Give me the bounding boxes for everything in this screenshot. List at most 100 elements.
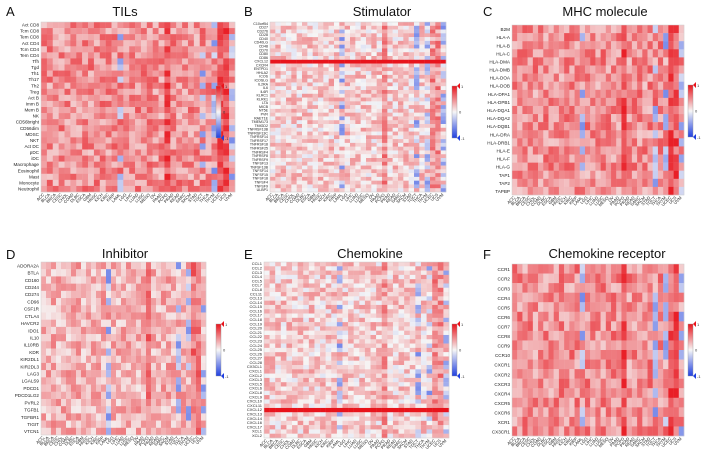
heatmap-cell bbox=[152, 40, 159, 47]
heatmap-cell bbox=[331, 279, 338, 284]
heatmap-cell bbox=[339, 150, 345, 155]
heatmap-cell bbox=[403, 176, 409, 181]
heatmap-cell bbox=[186, 391, 192, 400]
heatmap-cell bbox=[46, 167, 53, 174]
heatmap-cell bbox=[443, 274, 450, 280]
heatmap-cell bbox=[626, 89, 633, 99]
row-label: pDC bbox=[30, 150, 40, 155]
heatmap-cell bbox=[46, 40, 53, 47]
heatmap-cell bbox=[339, 116, 345, 121]
heatmap-cell bbox=[146, 377, 152, 385]
heatmap-cell bbox=[176, 137, 183, 144]
heatmap-cell bbox=[201, 283, 207, 292]
column-label: BRCA bbox=[273, 192, 285, 204]
heatmap-cell bbox=[70, 113, 77, 120]
heatmap-cell bbox=[440, 82, 447, 87]
heatmap-cell bbox=[432, 343, 438, 349]
heatmap-cell bbox=[360, 71, 367, 76]
heatmap-cell bbox=[164, 58, 171, 65]
heatmap-cell bbox=[631, 89, 638, 99]
heatmap-cell bbox=[307, 82, 313, 87]
heatmap-cell bbox=[88, 167, 95, 174]
heatmap-cell bbox=[229, 107, 236, 114]
heatmap-cell bbox=[403, 112, 409, 117]
heatmap-cell bbox=[432, 317, 438, 323]
column-label: SARC bbox=[153, 435, 165, 447]
heatmap-cell bbox=[381, 283, 388, 288]
heatmap-cell bbox=[156, 283, 162, 292]
heatmap-cell bbox=[187, 137, 195, 144]
heatmap-cell bbox=[387, 142, 393, 147]
heatmap-cell bbox=[161, 348, 167, 356]
heatmap-cell bbox=[414, 86, 420, 91]
heatmap-cell bbox=[140, 143, 148, 150]
heatmap-cell bbox=[426, 313, 433, 318]
heatmap-cell bbox=[403, 25, 409, 30]
heatmap-cell bbox=[403, 173, 409, 178]
heatmap-cell bbox=[392, 116, 399, 121]
heatmap-cell bbox=[302, 56, 308, 60]
heatmap-cell bbox=[381, 296, 388, 301]
heatmap-cell bbox=[344, 82, 351, 87]
heatmap-cell bbox=[181, 384, 187, 392]
heatmap-cell bbox=[527, 33, 534, 42]
row-label: CD86 bbox=[259, 56, 268, 60]
row-label: Neutrophil bbox=[18, 186, 39, 191]
heatmap-cell bbox=[41, 46, 48, 53]
heatmap-cell bbox=[392, 317, 399, 323]
heatmap-cell bbox=[605, 170, 612, 180]
heatmap-cell bbox=[430, 112, 436, 117]
heatmap-cell bbox=[652, 89, 659, 99]
row-label: Tgd bbox=[31, 65, 39, 70]
heatmap-cell bbox=[323, 173, 329, 178]
heatmap-cell bbox=[291, 82, 297, 87]
column-label: UCEC bbox=[183, 435, 195, 447]
heatmap-cell bbox=[82, 58, 89, 65]
heatmap-cell bbox=[106, 391, 112, 400]
heatmap-cell bbox=[71, 377, 77, 385]
heatmap-cell bbox=[152, 173, 159, 181]
heatmap-cell bbox=[101, 348, 107, 356]
heatmap-cell bbox=[46, 76, 53, 83]
heatmap-cell bbox=[569, 186, 575, 196]
column-label: ESCA bbox=[300, 192, 312, 204]
heatmap-cell bbox=[621, 114, 627, 123]
heatmap-cell bbox=[663, 81, 669, 90]
heatmap-cell bbox=[336, 352, 343, 357]
heatmap-cell bbox=[270, 120, 276, 125]
heatmap-cell bbox=[642, 114, 648, 123]
heatmap-cell bbox=[424, 67, 431, 72]
heatmap-cell bbox=[403, 59, 409, 64]
heatmap-cell bbox=[176, 348, 182, 356]
heatmap-cell bbox=[420, 334, 427, 340]
heatmap-cell bbox=[414, 82, 420, 87]
heatmap-cell bbox=[116, 262, 122, 270]
heatmap-cell bbox=[286, 37, 292, 42]
heatmap-cell bbox=[392, 165, 399, 170]
heatmap-cell bbox=[440, 56, 447, 60]
heatmap-cell bbox=[280, 270, 287, 276]
heatmap-cell bbox=[522, 89, 528, 99]
heatmap-cell bbox=[286, 292, 293, 297]
heatmap-cell bbox=[151, 312, 157, 320]
heatmap-cell bbox=[156, 370, 162, 378]
heatmap-cell bbox=[176, 82, 183, 89]
heatmap-cell bbox=[176, 355, 182, 364]
heatmap-cell bbox=[360, 116, 367, 121]
heatmap-cell bbox=[264, 322, 270, 327]
heatmap-cell bbox=[605, 49, 612, 58]
heatmap-cell bbox=[637, 105, 643, 115]
legend-low-label: -1 bbox=[225, 374, 229, 379]
heatmap-cell bbox=[370, 300, 377, 306]
heatmap-cell bbox=[339, 33, 345, 38]
heatmap-cell bbox=[296, 184, 303, 189]
heatmap-cell bbox=[275, 150, 281, 155]
heatmap-cell bbox=[657, 122, 664, 131]
heatmap-cell bbox=[76, 173, 83, 181]
heatmap-cell bbox=[176, 119, 183, 126]
heatmap-cell bbox=[548, 57, 554, 66]
heatmap-cell bbox=[146, 70, 153, 77]
heatmap-cell bbox=[437, 330, 444, 336]
heatmap-cell bbox=[275, 101, 281, 106]
heatmap-cell bbox=[199, 100, 206, 108]
